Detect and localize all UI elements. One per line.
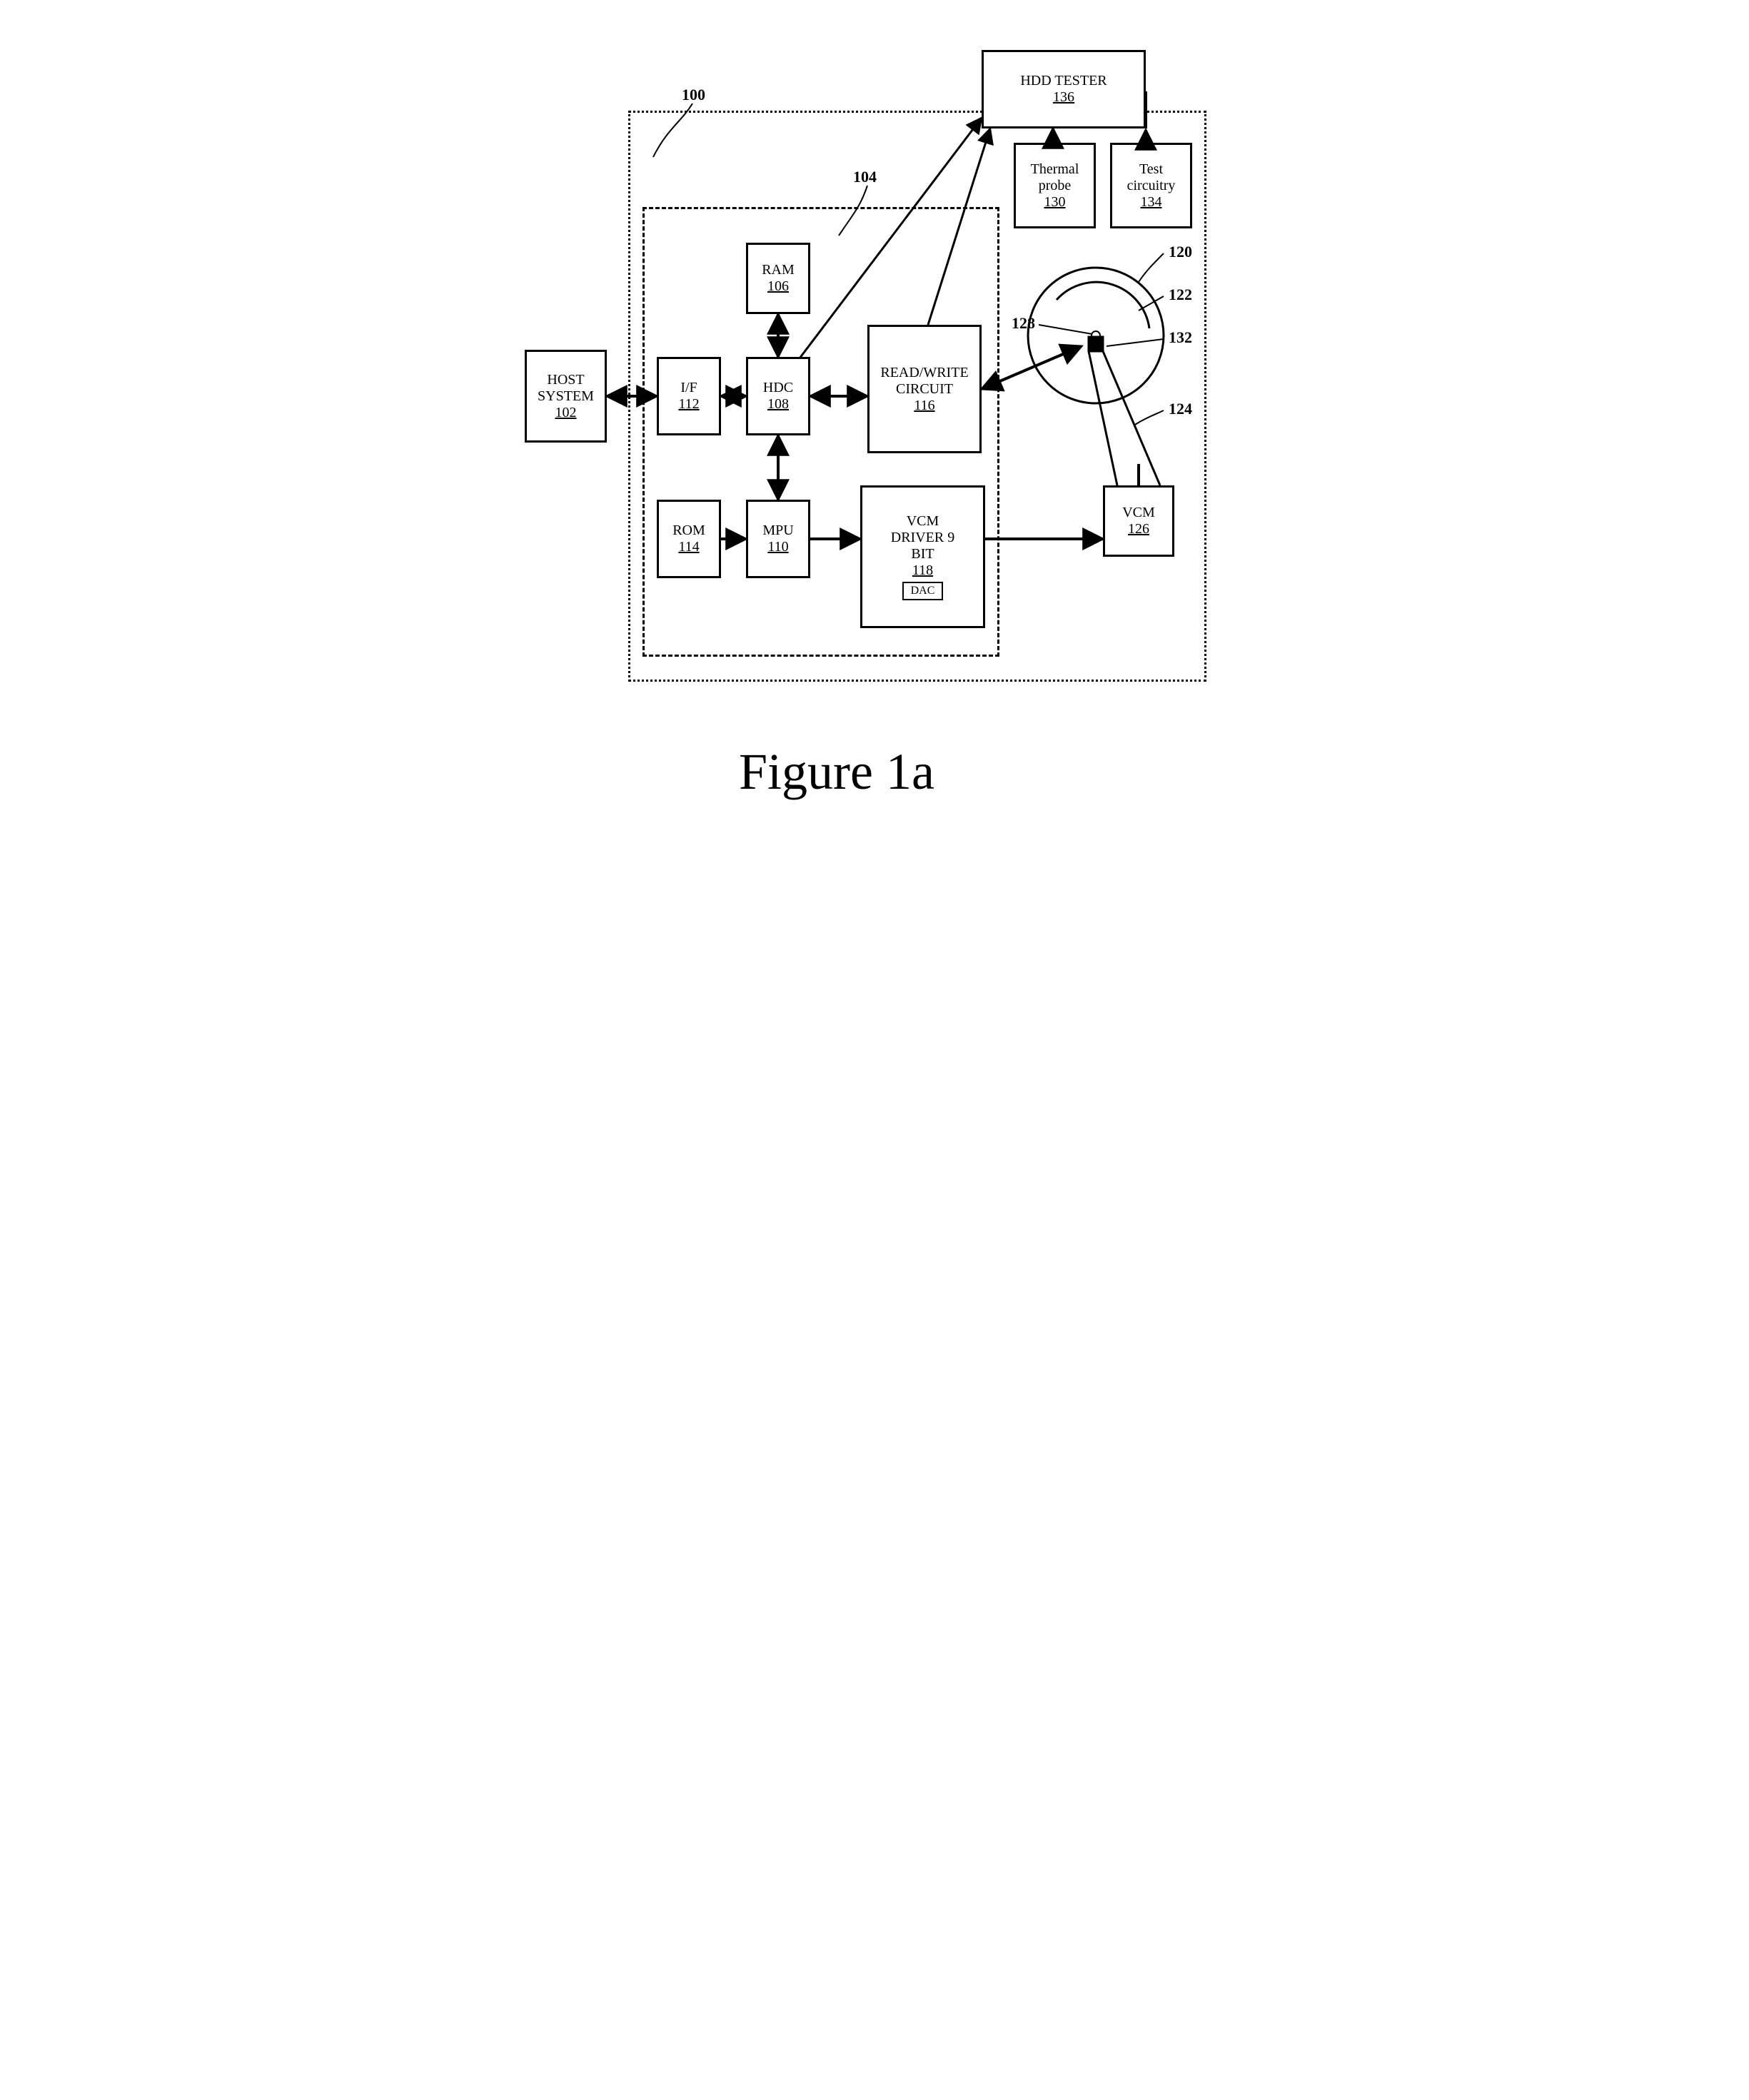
figure-title: Figure 1a (739, 742, 934, 802)
mpu-label: MPU (762, 523, 793, 539)
diagram-canvas: HDD TESTER 136 HOST SYSTEM 102 I/F 112 R… (518, 29, 1231, 885)
ref-120: 120 (1169, 243, 1192, 261)
rom-label: ROM (672, 523, 705, 539)
hdc-num: 108 (767, 396, 789, 413)
host-system-num: 102 (555, 405, 577, 421)
ram-box: RAM 106 (746, 243, 810, 314)
vcm-num: 126 (1128, 521, 1149, 537)
ref-124: 124 (1169, 400, 1192, 418)
thermal-probe-label: Thermal probe (1019, 161, 1091, 194)
mpu-box: MPU 110 (746, 500, 810, 578)
ref-122: 122 (1169, 286, 1192, 304)
hdc-label: HDC (763, 380, 793, 396)
test-circuitry-label: Test circuitry (1115, 161, 1187, 194)
vcm-driver-num: 118 (912, 562, 933, 579)
vcm-label: VCM (1122, 505, 1155, 521)
if-box: I/F 112 (657, 357, 721, 435)
rom-num: 114 (678, 539, 699, 555)
ram-num: 106 (767, 278, 789, 295)
mpu-num: 110 (767, 539, 788, 555)
if-label: I/F (680, 380, 697, 396)
vcm-driver-box: VCM DRIVER 9 BIT 118 DAC (860, 485, 985, 628)
if-num: 112 (678, 396, 699, 413)
hdd-tester-num: 136 (1053, 89, 1074, 106)
ref-128: 128 (1012, 314, 1035, 333)
dac-box: DAC (902, 582, 944, 600)
host-system-box: HOST SYSTEM 102 (525, 350, 607, 443)
rw-circuit-label: READ/WRITE CIRCUIT (872, 365, 977, 398)
rom-box: ROM 114 (657, 500, 721, 578)
rw-circuit-box: READ/WRITE CIRCUIT 116 (867, 325, 982, 453)
ram-label: RAM (762, 262, 795, 278)
hdd-tester-box: HDD TESTER 136 (982, 50, 1146, 128)
ref-132: 132 (1169, 328, 1192, 347)
thermal-probe-num: 130 (1044, 194, 1066, 211)
ref-100: 100 (682, 86, 705, 104)
vcm-driver-label: VCM DRIVER 9 BIT (880, 513, 966, 562)
thermal-probe-box: Thermal probe 130 (1014, 143, 1096, 228)
test-circuitry-num: 134 (1141, 194, 1162, 211)
host-system-label: HOST SYSTEM (530, 372, 602, 405)
vcm-box: VCM 126 (1103, 485, 1174, 557)
rw-circuit-num: 116 (914, 398, 934, 414)
test-circuitry-box: Test circuitry 134 (1110, 143, 1192, 228)
hdc-box: HDC 108 (746, 357, 810, 435)
ref-104: 104 (853, 168, 877, 186)
hdd-tester-label: HDD TESTER (1020, 73, 1107, 89)
